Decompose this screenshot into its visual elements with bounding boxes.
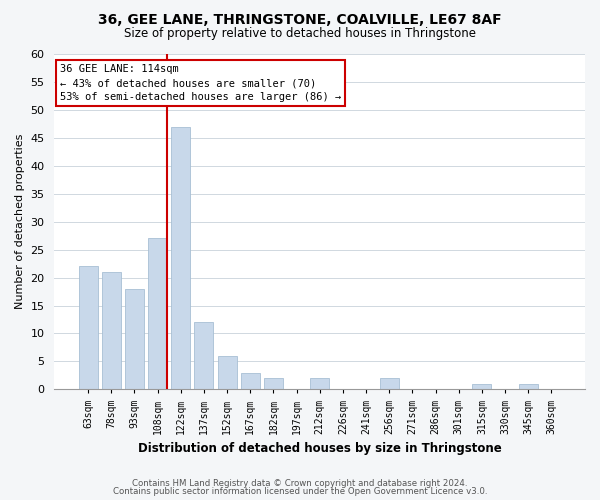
- Text: 36, GEE LANE, THRINGSTONE, COALVILLE, LE67 8AF: 36, GEE LANE, THRINGSTONE, COALVILLE, LE…: [98, 12, 502, 26]
- Text: 36 GEE LANE: 114sqm
← 43% of detached houses are smaller (70)
53% of semi-detach: 36 GEE LANE: 114sqm ← 43% of detached ho…: [60, 64, 341, 102]
- Bar: [519, 384, 538, 390]
- Y-axis label: Number of detached properties: Number of detached properties: [15, 134, 25, 310]
- Bar: [194, 322, 214, 390]
- Bar: [472, 384, 491, 390]
- Text: Size of property relative to detached houses in Thringstone: Size of property relative to detached ho…: [124, 28, 476, 40]
- Text: Contains public sector information licensed under the Open Government Licence v3: Contains public sector information licen…: [113, 487, 487, 496]
- Bar: [380, 378, 399, 390]
- Bar: [171, 126, 190, 390]
- Bar: [79, 266, 98, 390]
- Bar: [264, 378, 283, 390]
- Bar: [148, 238, 167, 390]
- Text: Contains HM Land Registry data © Crown copyright and database right 2024.: Contains HM Land Registry data © Crown c…: [132, 478, 468, 488]
- Bar: [101, 272, 121, 390]
- Bar: [218, 356, 236, 390]
- Bar: [241, 372, 260, 390]
- X-axis label: Distribution of detached houses by size in Thringstone: Distribution of detached houses by size …: [138, 442, 502, 455]
- Bar: [125, 289, 144, 390]
- Bar: [310, 378, 329, 390]
